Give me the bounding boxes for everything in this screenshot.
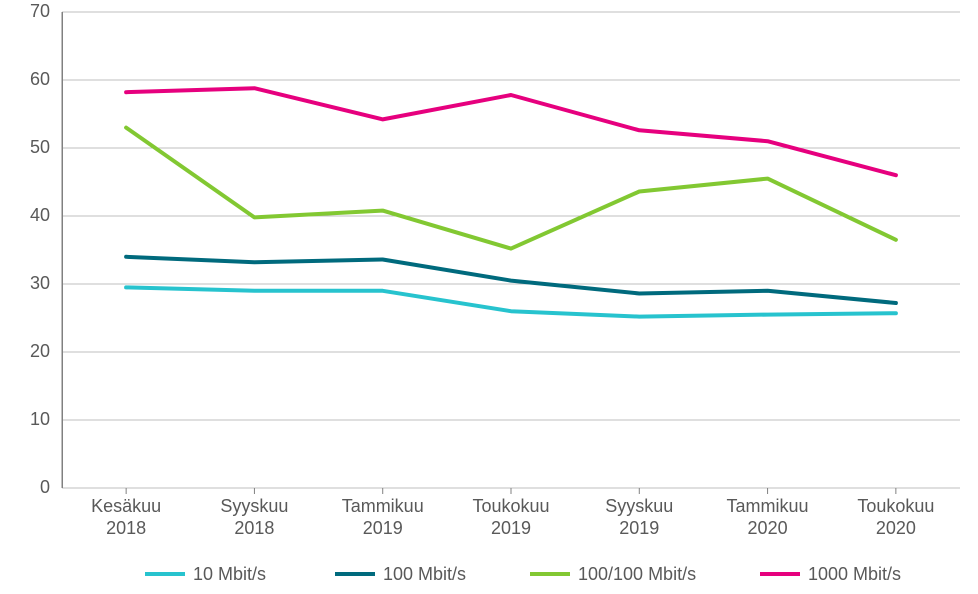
legend-label: 10 Mbit/s <box>193 564 266 584</box>
y-tick-label: 40 <box>30 205 50 225</box>
y-tick-label: 20 <box>30 341 50 361</box>
y-tick-label: 60 <box>30 69 50 89</box>
x-tick-label-line2: 2018 <box>106 518 146 538</box>
x-tick-label-line1: Tammikuu <box>342 496 424 516</box>
x-tick-label-line2: 2020 <box>748 518 788 538</box>
y-tick-label: 30 <box>30 273 50 293</box>
y-tick-label: 70 <box>30 1 50 21</box>
legend-label: 100/100 Mbit/s <box>578 564 696 584</box>
x-tick-label-line2: 2019 <box>491 518 531 538</box>
x-tick-label-line2: 2019 <box>363 518 403 538</box>
y-tick-label: 0 <box>40 477 50 497</box>
x-tick-label-line2: 2018 <box>234 518 274 538</box>
x-tick-label-line1: Syyskuu <box>605 496 673 516</box>
y-tick-label: 10 <box>30 409 50 429</box>
x-tick-label-line1: Toukokuu <box>472 496 549 516</box>
x-tick-label-line1: Toukokuu <box>857 496 934 516</box>
series-line <box>126 88 896 175</box>
line-chart: 010203040506070Kesäkuu2018Syyskuu2018Tam… <box>0 0 978 594</box>
y-tick-label: 50 <box>30 137 50 157</box>
x-tick-label-line1: Syyskuu <box>220 496 288 516</box>
series-line <box>126 257 896 303</box>
chart-svg: 010203040506070Kesäkuu2018Syyskuu2018Tam… <box>0 0 978 594</box>
x-tick-label-line1: Kesäkuu <box>91 496 161 516</box>
legend-label: 100 Mbit/s <box>383 564 466 584</box>
x-tick-label-line1: Tammikuu <box>727 496 809 516</box>
x-tick-label-line2: 2020 <box>876 518 916 538</box>
x-tick-label-line2: 2019 <box>619 518 659 538</box>
legend-label: 1000 Mbit/s <box>808 564 901 584</box>
